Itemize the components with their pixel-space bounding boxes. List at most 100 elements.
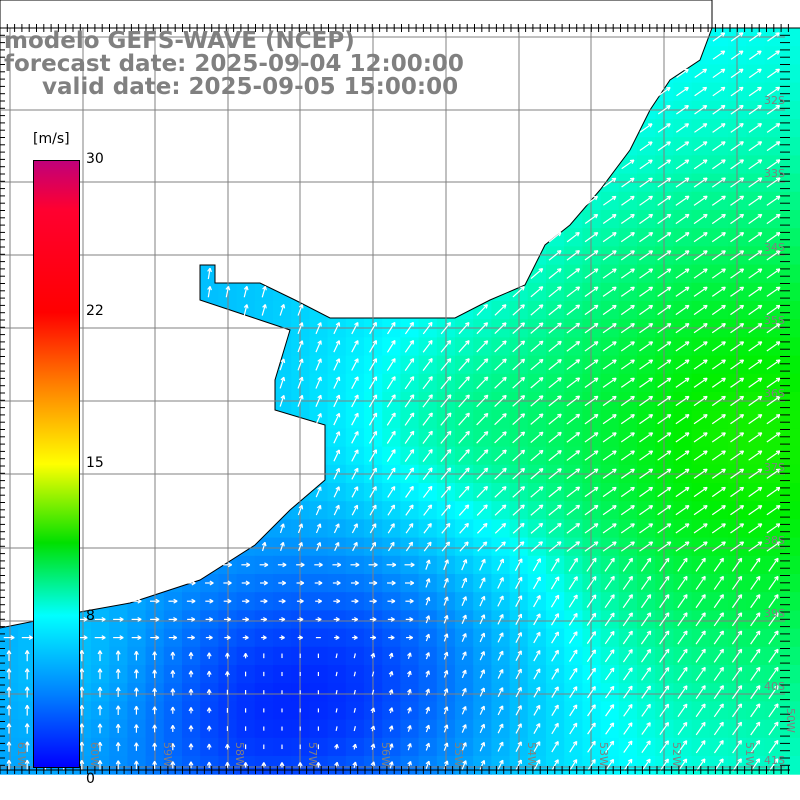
wind-arrow	[459, 541, 469, 552]
wind-arrow	[604, 575, 615, 590]
wind-arrow	[566, 413, 581, 425]
wind-cell	[782, 191, 800, 211]
wind-arrow	[315, 486, 322, 498]
wind-arrow	[242, 635, 249, 641]
wind-arrow	[712, 159, 726, 170]
wind-arrow	[530, 413, 544, 425]
wind-arrow	[640, 575, 652, 590]
wind-arrow	[548, 304, 562, 316]
wind-arrow	[657, 268, 672, 279]
wind-arrow	[476, 485, 489, 498]
wind-arrow	[675, 468, 690, 479]
wind-arrow	[766, 341, 781, 352]
wind-arrow	[333, 467, 341, 480]
wind-arrow	[24, 723, 30, 734]
wind-arrow	[386, 449, 396, 462]
wind-arrow	[353, 653, 356, 659]
wind-cell	[782, 137, 800, 156]
wind-arrow	[584, 195, 599, 206]
colorbar-tick: 0	[86, 771, 95, 787]
wind-arrow	[333, 486, 340, 498]
wind-arrow	[79, 650, 85, 662]
wind-arrow	[315, 322, 322, 335]
wind-arrow	[405, 523, 414, 534]
wind-arrow	[695, 612, 706, 627]
wind-arrow	[693, 177, 708, 188]
wind-arrow	[494, 413, 507, 426]
wind-arrow	[639, 159, 653, 170]
wind-arrow	[659, 721, 670, 736]
wind-arrow	[620, 395, 635, 407]
wind-arrow	[566, 377, 581, 389]
wind-arrow	[351, 430, 359, 444]
wind-arrow	[620, 432, 635, 443]
wind-arrow	[369, 504, 377, 516]
wind-arrow	[586, 649, 596, 663]
wind-arrow	[404, 562, 415, 568]
wind-arrow	[170, 706, 176, 714]
longitude-label: 58W	[233, 742, 247, 767]
wind-arrow	[657, 323, 672, 334]
wind-arrow	[440, 321, 452, 335]
wind-arrow	[548, 449, 562, 462]
wind-arrow	[602, 323, 617, 334]
wind-arrow	[458, 394, 470, 408]
wind-cell	[782, 464, 800, 484]
wind-arrow	[370, 725, 376, 732]
wind-arrow	[497, 558, 505, 571]
wind-arrow	[461, 559, 468, 571]
wind-arrow	[206, 670, 212, 677]
wind-arrow	[620, 505, 635, 516]
wind-arrow	[551, 741, 559, 753]
wind-arrow	[369, 580, 378, 586]
wind-arrow	[388, 743, 394, 751]
wind-arrow	[620, 450, 635, 461]
wind-arrow	[334, 541, 340, 552]
wind-arrow	[407, 652, 412, 659]
wind-arrow	[425, 724, 431, 733]
wind-arrow	[693, 268, 708, 279]
wind-arrow	[732, 758, 742, 772]
wind-arrow	[713, 685, 724, 700]
wind-arrow	[675, 432, 690, 443]
wind-arrow	[750, 703, 761, 718]
wind-arrow	[335, 726, 338, 731]
wind-arrow	[748, 195, 763, 206]
wind-cell	[782, 282, 800, 302]
wind-arrow	[187, 635, 195, 641]
wind-arrow	[657, 177, 672, 188]
wind-arrow	[223, 580, 232, 586]
wind-arrow	[584, 377, 599, 388]
wind-arrow	[530, 286, 544, 298]
wind-arrow	[639, 232, 654, 243]
wind-arrow	[477, 541, 488, 552]
wind-arrow	[551, 649, 559, 662]
wind-arrow	[750, 648, 761, 663]
wind-arrow	[659, 630, 670, 645]
wind-arrow	[675, 341, 690, 352]
wind-arrow	[584, 486, 599, 498]
wind-arrow	[6, 705, 12, 716]
wind-arrow	[332, 562, 342, 568]
latitude-label: 35S	[764, 313, 785, 327]
wind-arrow	[587, 740, 596, 753]
wind-arrow	[461, 651, 467, 660]
wind-arrow	[206, 725, 212, 732]
wind-arrow	[766, 432, 781, 443]
wind-arrow	[515, 759, 522, 771]
wind-arrow	[620, 414, 635, 425]
wind-arrow	[479, 741, 486, 752]
wind-arrow	[657, 432, 672, 443]
wind-arrow	[605, 704, 615, 717]
wind-arrow	[602, 304, 617, 316]
wind-arrow	[296, 580, 305, 586]
wind-arrow	[566, 250, 580, 261]
wind-arrow	[297, 376, 304, 389]
wind-arrow	[622, 630, 633, 645]
wind-arrow	[422, 394, 433, 408]
wind-arrow	[150, 616, 160, 622]
wind-arrow	[440, 412, 452, 426]
wind-arrow	[387, 523, 395, 534]
wind-arrow	[205, 635, 213, 641]
wind-arrow	[297, 616, 304, 622]
